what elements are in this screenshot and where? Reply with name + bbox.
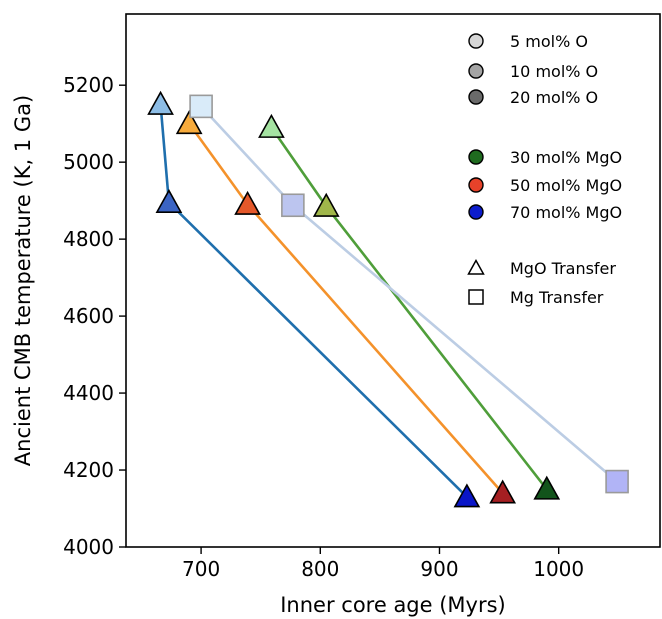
y-axis-ticks: 4000 4200 4400 4600 4800 5000 5200 bbox=[63, 73, 126, 559]
y-tick-label: 5200 bbox=[63, 73, 114, 97]
legend-marker-triangle bbox=[467, 258, 485, 275]
y-tick-label: 4600 bbox=[63, 304, 114, 328]
x-axis-ticks: 700 800 900 1000 bbox=[182, 547, 584, 581]
legend-marker-square bbox=[468, 289, 484, 305]
data-point-triangle bbox=[234, 190, 261, 215]
series-markers bbox=[147, 90, 629, 508]
data-point-triangle bbox=[258, 113, 285, 138]
x-tick-label: 900 bbox=[420, 557, 458, 581]
data-point-triangle bbox=[533, 475, 561, 500]
axes-frame bbox=[125, 13, 661, 548]
data-point-triangle bbox=[175, 110, 203, 135]
y-axis-title: Ancient CMB temperature (K, 1 Ga) bbox=[11, 95, 35, 466]
y-tick-label: 4200 bbox=[63, 458, 114, 482]
data-point-triangle bbox=[312, 192, 340, 217]
data-point-triangle bbox=[453, 483, 481, 508]
legend: 5 mol% O 10 mol% O 20 mol% O 30 mol% MgO 50 … bbox=[467, 32, 622, 307]
legend-marker-circle bbox=[468, 149, 484, 165]
legend-marker-circle bbox=[468, 177, 484, 193]
y-tick-label: 4400 bbox=[63, 381, 114, 405]
y-tick-label: 4800 bbox=[63, 227, 114, 251]
data-point-square bbox=[281, 193, 305, 218]
x-tick-label: 1000 bbox=[533, 557, 584, 581]
x-tick-label: 800 bbox=[301, 557, 339, 581]
legend-marker-circle bbox=[468, 33, 484, 49]
legend-label: 30 mol% MgO bbox=[510, 148, 622, 167]
legend-marker-circle bbox=[468, 89, 484, 105]
x-axis-title: Inner core age (Myrs) bbox=[280, 593, 506, 617]
x-tick-label: 700 bbox=[182, 557, 220, 581]
legend-label: 70 mol% MgO bbox=[510, 203, 622, 222]
legend-label: 10 mol% O bbox=[510, 62, 598, 81]
data-point-triangle bbox=[489, 479, 517, 504]
legend-label: 5 mol% O bbox=[510, 32, 588, 51]
legend-label: 50 mol% MgO bbox=[510, 176, 622, 195]
data-point-triangle bbox=[155, 188, 183, 213]
legend-marker-circle bbox=[468, 204, 484, 220]
legend-label: Mg Transfer bbox=[510, 288, 604, 307]
legend-marker-circle bbox=[468, 63, 484, 79]
y-tick-label: 4000 bbox=[63, 535, 114, 559]
plot-area bbox=[147, 90, 629, 508]
legend-label: 20 mol% O bbox=[510, 88, 598, 107]
data-point-square bbox=[189, 94, 213, 119]
data-point-triangle bbox=[147, 90, 174, 115]
legend-label: MgO Transfer bbox=[510, 259, 616, 278]
y-tick-label: 5000 bbox=[63, 150, 114, 174]
data-point-square bbox=[605, 469, 629, 494]
